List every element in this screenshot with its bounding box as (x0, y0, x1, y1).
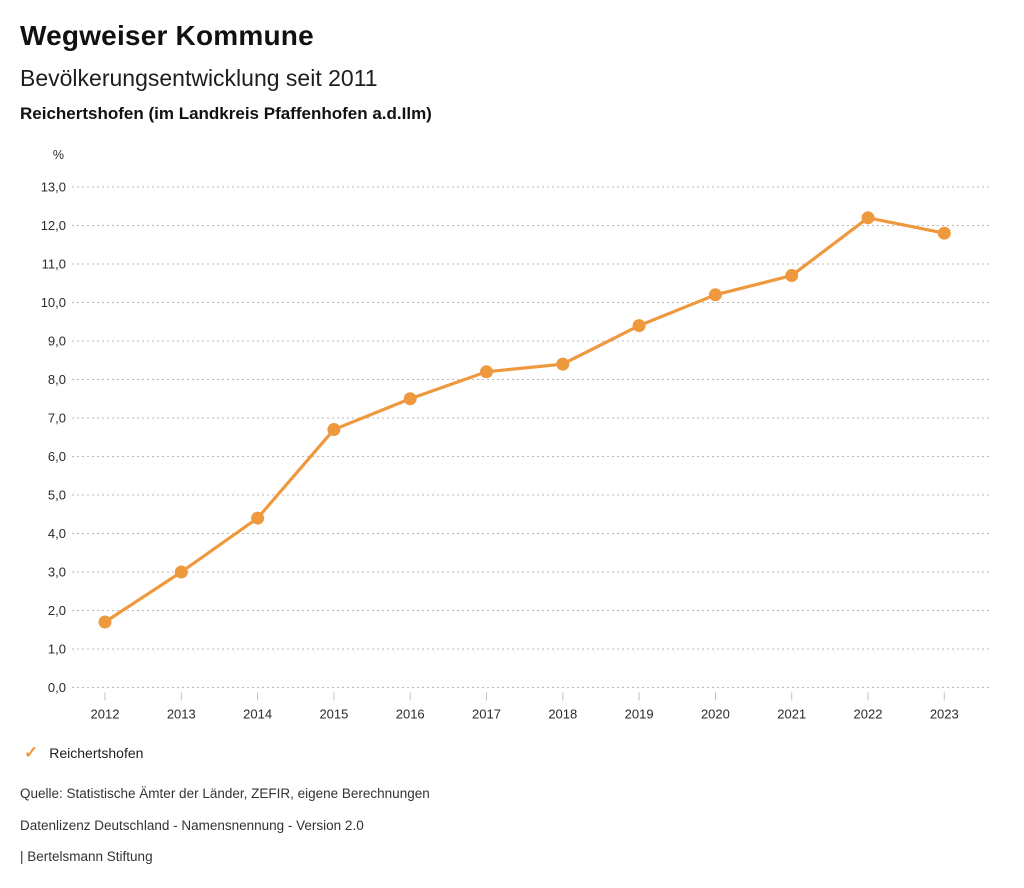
footer-license-text: Datenlizenz Deutschland - Namensnennung … (20, 818, 364, 833)
legend-check-icon: ✓ (24, 743, 39, 762)
data-point[interactable] (708, 288, 722, 302)
series-line (103, 216, 946, 624)
data-point[interactable] (327, 423, 341, 437)
data-point[interactable] (480, 365, 493, 379)
x-axis-tick-label: 2020 (701, 707, 730, 722)
y-axis-tick-label: 3,0 (48, 565, 66, 580)
y-axis-tick-label: 9,0 (48, 334, 66, 349)
population-line-chart: % 13,0 12,0 11,0 10,0 9,0 8,0 7,0 6,0 5,0 4,0 3,0 2,… (41, 148, 990, 722)
y-axis-tick-label: 4,0 (48, 526, 66, 541)
page-title: Wegweiser Kommune (20, 20, 314, 51)
y-axis-tick-label: 1,0 (48, 642, 66, 657)
data-point[interactable] (403, 392, 417, 406)
data-point[interactable] (251, 511, 265, 525)
chart-region-subtitle: Reichertshofen (im Landkreis Pfaffenhofe… (20, 104, 432, 123)
x-axis-tick-label: 2023 (930, 707, 959, 722)
x-axis-tick-label: 2012 (91, 707, 120, 722)
y-axis-tick-label: 7,0 (48, 411, 66, 426)
data-point[interactable] (174, 565, 188, 579)
y-axis-tick-label: 0,0 (48, 680, 66, 695)
x-axis-tick-label: 2022 (854, 707, 883, 722)
y-axis-tick-label: 6,0 (48, 449, 66, 464)
y-axis-tick-label: 13,0 (41, 180, 66, 195)
y-axis-tick-label: 12,0 (41, 218, 66, 233)
x-axis-tick-label: 2013 (167, 707, 196, 722)
footer-source-text: Quelle: Statistische Ämter der Länder, Z… (20, 786, 430, 801)
y-axis-tick-label: 8,0 (48, 372, 66, 387)
x-axis-tick-label: 2019 (625, 707, 654, 722)
data-point[interactable] (556, 357, 570, 371)
data-point[interactable] (937, 226, 951, 240)
chart-area: % 13,0 12,0 11,0 10,0 9,0 8,0 7,0 6,0 5,0 4,0 3,0 2,… (0, 140, 1024, 740)
x-axis-tick-label: 2021 (777, 707, 806, 722)
legend-item-reichertshofen[interactable]: ✓ Reichertshofen (24, 744, 143, 761)
chart-title: Bevölkerungsentwicklung seit 2011 (20, 65, 378, 91)
footer-publisher-text: | Bertelsmann Stiftung (20, 849, 153, 864)
data-point[interactable] (98, 615, 112, 629)
y-axis-tick-label: 11,0 (42, 257, 66, 272)
data-point[interactable] (861, 211, 875, 225)
x-axis-tick-label: 2014 (243, 707, 272, 722)
y-axis-tick-label: 2,0 (48, 603, 66, 618)
x-axis-tick-label: 2018 (548, 707, 577, 722)
data-point[interactable] (785, 269, 799, 283)
x-axis-tick-label: 2016 (396, 707, 425, 722)
y-axis-unit-label: % (53, 148, 64, 162)
y-axis-tick-label: 10,0 (41, 295, 66, 310)
legend-label: Reichertshofen (49, 744, 144, 761)
x-axis-tick-label: 2015 (319, 707, 348, 722)
data-point[interactable] (632, 319, 646, 333)
y-axis-tick-label: 5,0 (48, 488, 66, 503)
x-axis-tick-label: 2017 (472, 707, 501, 722)
